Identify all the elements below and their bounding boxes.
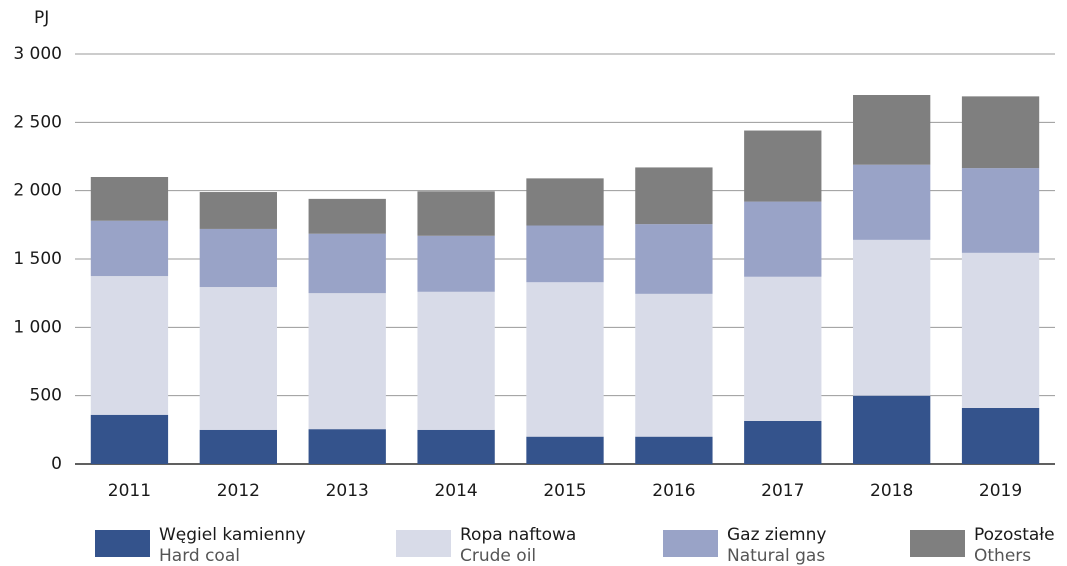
legend-sublabel: Hard coal	[159, 546, 240, 566]
y-tick-label: 500	[30, 386, 62, 406]
bar-segment	[417, 191, 495, 236]
bar-segment	[961, 252, 1040, 408]
bar-segment	[90, 414, 169, 464]
x-tick-label: 2015	[543, 481, 586, 501]
bar-segment	[635, 293, 713, 437]
x-tick-label: 2013	[326, 481, 369, 501]
bar-segment	[199, 192, 277, 229]
y-tick-label: 3 000	[13, 44, 62, 64]
bar-segment	[90, 220, 169, 277]
bar-segment	[199, 228, 277, 288]
legend-sublabel: Natural gas	[727, 546, 825, 566]
x-tick-label: 2018	[870, 481, 913, 501]
x-tick-label: 2012	[217, 481, 260, 501]
y-unit: PJ	[34, 8, 49, 28]
legend-swatch	[396, 530, 451, 557]
legend-swatch	[663, 530, 718, 557]
x-tick-label: 2014	[434, 481, 477, 501]
bar-segment	[635, 224, 713, 294]
bar-segment	[199, 429, 277, 464]
y-tick-label: 0	[51, 454, 62, 474]
bar-segment	[308, 293, 386, 430]
bar-segment	[961, 407, 1040, 464]
y-tick-label: 1 000	[13, 317, 62, 337]
legend-label: Gaz ziemny	[727, 525, 826, 545]
bar-segment	[853, 95, 931, 165]
bar-segment	[526, 282, 604, 437]
y-tick-label: 2 000	[13, 181, 62, 201]
bar-segment	[199, 287, 277, 430]
legend-sublabel: Others	[974, 546, 1031, 566]
bar-segment	[744, 276, 822, 421]
x-tick-label: 2011	[108, 481, 151, 501]
bar-segment	[417, 235, 495, 292]
bar-segment	[635, 167, 713, 225]
bar-segment	[526, 436, 604, 464]
x-tick-label: 2016	[652, 481, 695, 501]
legend-label: Ropa naftowa	[460, 525, 576, 545]
bar-segment	[853, 395, 931, 464]
bar-segment	[417, 429, 495, 464]
bar-segment	[744, 130, 822, 202]
legend-sublabel: Crude oil	[460, 546, 536, 566]
y-tick-label: 2 500	[13, 112, 62, 132]
bar-segment	[526, 225, 604, 283]
x-tick-label: 2019	[979, 481, 1022, 501]
legend-swatch	[95, 530, 150, 557]
bar-segment	[308, 429, 386, 464]
bar-segment	[744, 201, 822, 277]
bar-segment	[961, 96, 1040, 169]
bar-segment	[90, 177, 169, 221]
bar-segment	[417, 291, 495, 430]
bar-segment	[744, 420, 822, 464]
x-tick-label: 2017	[761, 481, 804, 501]
legend-label: Pozostałe	[974, 525, 1055, 545]
bar-segment	[961, 168, 1040, 253]
bar-segment	[853, 239, 931, 396]
bar-segment	[308, 198, 386, 234]
y-tick-label: 1 500	[13, 249, 62, 269]
legend-label: Węgiel kamienny	[159, 525, 306, 545]
legend-swatch	[910, 530, 965, 557]
bar-segment	[90, 276, 169, 415]
bar-segment	[308, 233, 386, 294]
bar-segment	[853, 164, 931, 240]
bar-segment	[635, 436, 713, 464]
bar-segment	[526, 178, 604, 226]
